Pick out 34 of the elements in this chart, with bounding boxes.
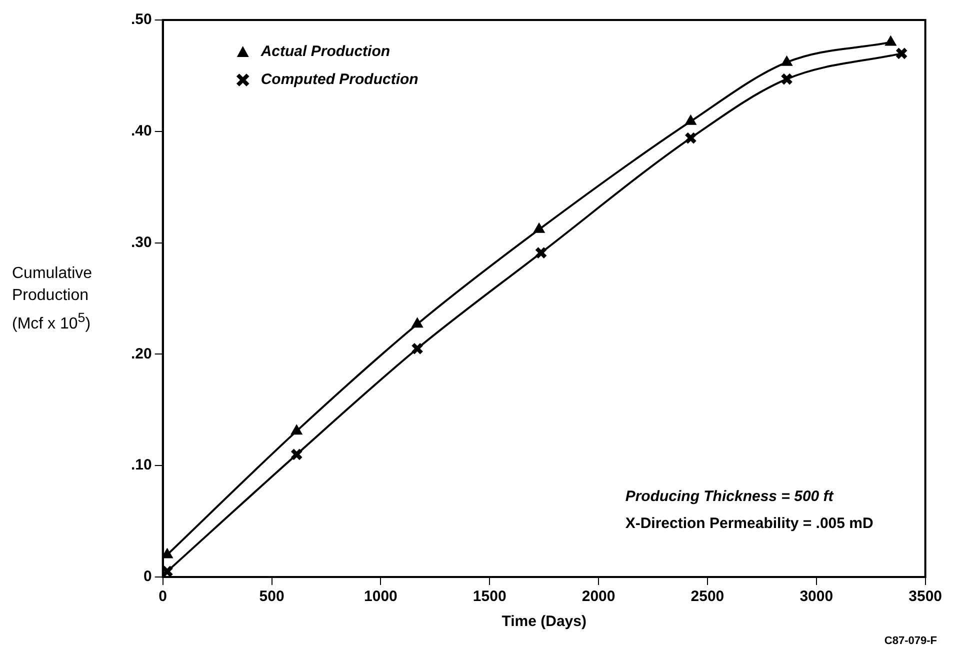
point xyxy=(684,132,697,144)
y-axis-title: Cumulative Production (Mcf x 10$^{5}$) xyxy=(12,264,94,334)
y-tick-label: .40 xyxy=(130,122,152,140)
y-tick-label: .10 xyxy=(130,456,152,474)
x-tick-label: 0 xyxy=(158,588,168,606)
point xyxy=(895,47,908,60)
point xyxy=(685,114,696,125)
point xyxy=(884,36,896,46)
x-tick-label: 500 xyxy=(259,588,284,606)
point xyxy=(412,318,423,328)
point xyxy=(411,342,424,355)
point xyxy=(162,548,173,558)
x-tick-label: 2500 xyxy=(690,588,724,606)
y-tick-label: .30 xyxy=(130,234,152,251)
annotation: X-Direction Permeability = .005 mD xyxy=(625,515,874,532)
point xyxy=(290,448,303,461)
point xyxy=(534,246,548,260)
text: C87-079-F xyxy=(884,635,938,648)
x-tick-label: 3000 xyxy=(800,588,834,606)
y-tick-label: .50 xyxy=(130,11,152,28)
point xyxy=(781,56,792,66)
x-tick-label: 1500 xyxy=(472,588,506,606)
point xyxy=(780,72,794,86)
annotation: Producing Thickness = 500 ft xyxy=(625,488,834,506)
x-axis-title: Time (Days) xyxy=(502,613,586,630)
y-tick-label: .20 xyxy=(130,345,152,362)
point xyxy=(533,222,545,233)
y-tick-label: 0 xyxy=(144,568,152,586)
x-tick-label: 2000 xyxy=(582,588,616,606)
x-tick-label: 3500 xyxy=(908,588,942,606)
point xyxy=(290,424,302,435)
legend-label: Computed Production xyxy=(260,71,418,88)
legend-label: Actual Production xyxy=(260,43,390,60)
x-tick-label: 1000 xyxy=(364,588,398,606)
